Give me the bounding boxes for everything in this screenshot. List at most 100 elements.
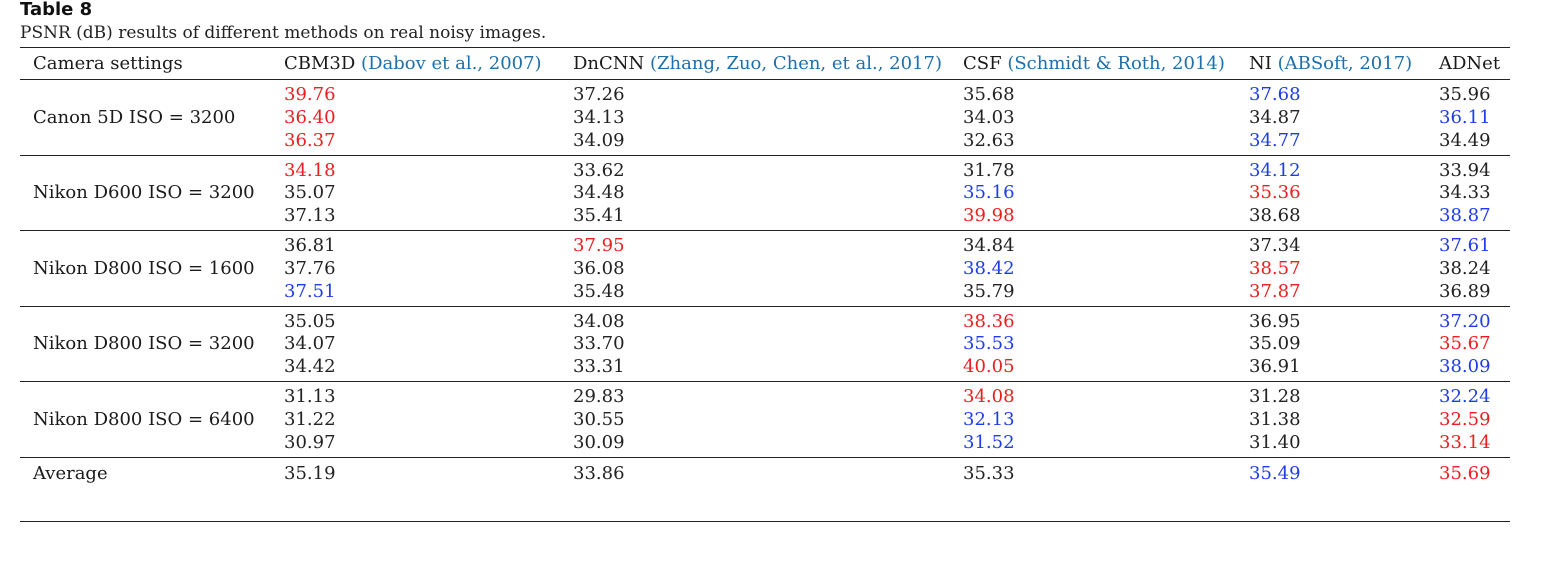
header-ni: NI (ABSoft, 2017) [1249,47,1439,80]
psnr-value: 34.07 [284,333,336,355]
table-row: 31.13 29.83 34.08 31.28 32.24 [20,382,1510,407]
psnr-value: 35.68 [963,84,1015,105]
spacer-cell [963,489,1249,522]
spacer-cell [20,489,284,522]
table-row: 37.13 35.41 39.98 38.68 38.87 [20,205,1510,231]
spacer-cell [1439,489,1510,522]
psnr-value: 34.12 [1249,159,1301,181]
psnr-value: 31.28 [1249,386,1301,407]
psnr-value: 34.13 [573,106,625,128]
spacer-cell [573,489,963,522]
camera-setting-cell [20,205,284,231]
psnr-value: 31.13 [284,386,336,407]
method-name: NI [1249,53,1278,74]
psnr-value: 38.68 [1249,205,1301,226]
psnr-value: 35.36 [1249,182,1301,204]
method-name: DnCNN [573,53,651,74]
average-value: 35.19 [284,462,336,484]
camera-setting-cell [20,231,284,257]
psnr-value: 35.09 [1249,333,1301,355]
psnr-value: 39.98 [963,205,1015,226]
psnr-value: 36.40 [284,106,336,128]
psnr-value: 33.70 [573,333,625,355]
camera-setting-cell [20,356,284,382]
psnr-value: 34.08 [963,386,1015,407]
camera-group: 36.81 37.95 34.84 37.34 37.61 Nikon D800 ISO … [20,231,1510,307]
camera-group: 39.76 37.26 35.68 37.68 35.96 Canon 5D ISO = … [20,80,1510,156]
psnr-value: 37.20 [1439,310,1491,332]
table-row: 37.51 35.48 35.79 37.87 36.89 [20,281,1510,307]
camera-setting-cell [20,155,284,181]
psnr-value: 35.07 [284,182,336,204]
psnr-value: 34.77 [1249,129,1301,151]
method-name: ADNet [1439,53,1501,74]
header-row: Camera settings CBM3D (Dabov et al., 200… [20,47,1510,80]
header-adnet: ADNet [1439,47,1510,80]
citation-link[interactable]: (Zhang, Zuo, Chen, et al., 2017) [650,53,942,74]
psnr-value: 35.53 [963,333,1015,355]
psnr-value: 34.48 [573,182,625,204]
psnr-value: 38.57 [1249,257,1301,279]
average-row: Average 35.19 33.86 35.33 35.49 35.69 [20,457,1510,489]
table-row: 36.81 37.95 34.84 37.34 37.61 [20,231,1510,257]
psnr-value: 35.48 [573,280,625,302]
average-value: 35.49 [1249,462,1301,484]
table-row: 35.05 34.08 38.36 36.95 37.20 [20,306,1510,332]
camera-setting-cell [20,306,284,332]
psnr-value: 36.11 [1439,106,1491,128]
header-camera-settings: Camera settings [20,47,284,80]
psnr-value: 34.03 [963,106,1015,128]
psnr-value: 37.13 [284,205,336,226]
table-row: Nikon D600 ISO = 3200 35.07 34.48 35.16 35.3… [20,181,1510,206]
camera-group: 34.18 33.62 31.78 34.12 33.94 Nikon D600 ISO … [20,155,1510,231]
psnr-value: 30.09 [573,431,625,453]
spacer-cell [1249,489,1439,522]
method-name: CSF [963,53,1008,74]
psnr-value: 33.14 [1439,431,1491,453]
header-cbm3d: CBM3D (Dabov et al., 2007) [284,47,573,80]
psnr-value: 33.94 [1439,159,1491,181]
camera-setting-cell: Nikon D800 ISO = 1600 [33,257,255,279]
psnr-value: 29.83 [573,386,625,407]
spacer-cell [284,489,573,522]
table-row: Nikon D800 ISO = 3200 34.07 33.70 35.53 35.0… [20,332,1510,357]
camera-group: 35.05 34.08 38.36 36.95 37.20 Nikon D800 ISO … [20,306,1510,382]
average-value: 33.86 [573,462,625,484]
citation-link[interactable]: (Schmidt & Roth, 2014) [1007,53,1225,74]
psnr-value: 35.05 [284,310,336,332]
psnr-value: 36.91 [1249,356,1301,377]
table-row: Nikon D800 ISO = 6400 31.22 30.55 32.13 31.3… [20,407,1510,432]
psnr-value: 37.61 [1439,235,1491,256]
psnr-value: 32.13 [963,408,1015,430]
camera-setting-cell [20,281,284,307]
header-csf: CSF (Schmidt & Roth, 2014) [963,47,1249,80]
psnr-value: 31.40 [1249,431,1301,453]
psnr-value: 32.59 [1439,408,1491,430]
psnr-value: 34.42 [284,356,336,377]
psnr-value: 35.16 [963,182,1015,204]
psnr-value: 33.62 [573,159,625,181]
table-label: Table 8 [20,0,93,20]
psnr-value: 30.55 [573,408,625,430]
psnr-value: 30.97 [284,431,336,453]
table-row: Nikon D800 ISO = 1600 37.76 36.08 38.42 38.5… [20,256,1510,281]
psnr-value: 35.41 [573,205,625,226]
camera-setting-cell [20,432,284,458]
psnr-value: 34.08 [573,310,625,332]
citation-link[interactable]: (Dabov et al., 2007) [361,53,542,74]
psnr-value: 34.18 [284,159,336,181]
psnr-value: 38.36 [963,310,1015,332]
psnr-value: 36.95 [1249,310,1301,332]
psnr-value: 38.24 [1439,257,1491,279]
psnr-value: 36.89 [1439,280,1491,302]
table-row: 36.37 34.09 32.63 34.77 34.49 [20,130,1510,156]
psnr-value: 34.84 [963,235,1015,256]
camera-setting-cell: Nikon D800 ISO = 3200 [33,333,255,355]
psnr-value: 36.37 [284,129,336,151]
psnr-value: 35.96 [1439,84,1491,105]
citation-link[interactable]: (ABSoft, 2017) [1277,53,1413,74]
psnr-value: 31.22 [284,408,336,430]
camera-group: 31.13 29.83 34.08 31.28 32.24 Nikon D800 ISO … [20,382,1510,458]
psnr-value: 37.51 [284,280,336,302]
psnr-value: 38.42 [963,257,1015,279]
